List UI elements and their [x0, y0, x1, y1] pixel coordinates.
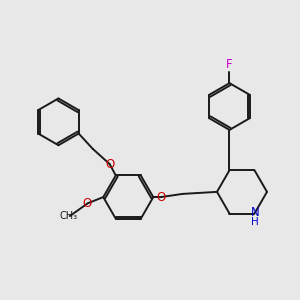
Text: N: N — [251, 206, 260, 219]
Text: CH₃: CH₃ — [60, 211, 78, 221]
Text: O: O — [156, 190, 165, 204]
Text: F: F — [226, 58, 233, 71]
Text: H: H — [251, 218, 259, 227]
Text: O: O — [105, 158, 114, 171]
Text: O: O — [82, 197, 92, 210]
